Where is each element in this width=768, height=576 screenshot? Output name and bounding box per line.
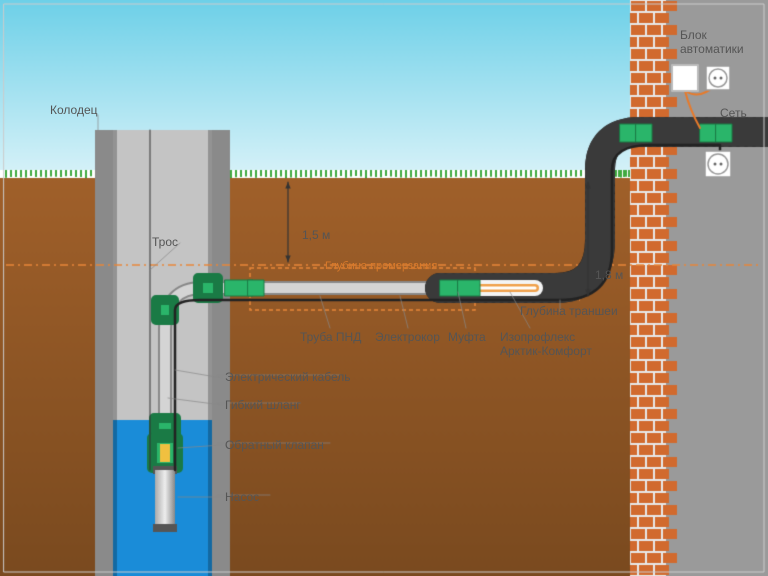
label-flex-hose: Гибкий шланг xyxy=(225,398,301,412)
label-well: Колодец xyxy=(50,103,98,117)
label-depth2: 1,8 м xyxy=(595,268,623,282)
label-net: Сеть xyxy=(720,106,747,120)
label-trench: Глубина траншеи xyxy=(520,304,618,318)
label-pump: Насос xyxy=(225,490,259,504)
label-check-valve: Обратный клапан xyxy=(225,438,324,452)
label-automation: Блок автоматики xyxy=(680,28,744,56)
label-depth1: 1,5 м xyxy=(302,228,330,242)
label-elec-cable: Электрический кабель xyxy=(225,370,351,384)
label-electrocor: Электрокор xyxy=(375,330,440,344)
diagram-canvas xyxy=(0,0,768,576)
label-freeze: Глубина промерзания xyxy=(325,260,437,272)
label-pipe-pnd: Труба ПНД xyxy=(300,330,361,344)
label-rope: Трос xyxy=(152,235,178,249)
label-isoproflex: Изопрофлекс Арктик-Комфорт xyxy=(500,330,592,358)
label-coupling: Муфта xyxy=(448,330,486,344)
